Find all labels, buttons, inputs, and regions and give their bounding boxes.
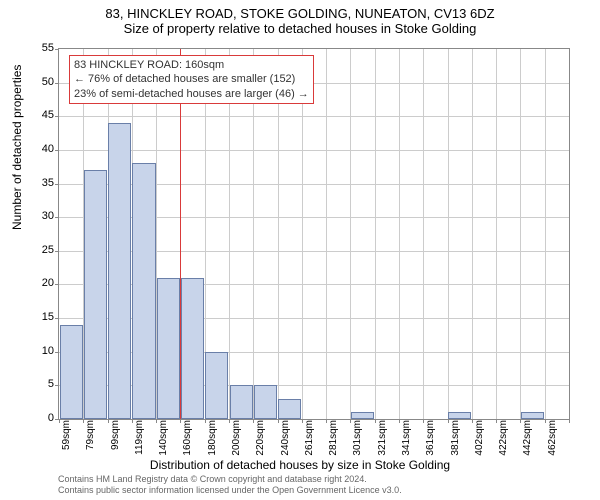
x-tick-label: 442sqm — [522, 420, 533, 470]
annotation-line: 83 HINCKLEY ROAD: 160sqm — [74, 58, 309, 72]
x-tick-label: 261sqm — [304, 420, 315, 470]
gridline-v — [375, 49, 376, 419]
x-tick-label: 281sqm — [328, 420, 339, 470]
x-tick-label: 180sqm — [207, 420, 218, 470]
gridline-v — [229, 49, 230, 419]
histogram-bar — [181, 278, 204, 419]
gridline-v — [326, 49, 327, 419]
chart-plot-area: 83 HINCKLEY ROAD: 160sqm← 76% of detache… — [58, 48, 570, 420]
histogram-bar — [157, 278, 180, 419]
x-tick-label: 422sqm — [498, 420, 509, 470]
x-tick-label: 200sqm — [231, 420, 242, 470]
x-tick-label: 341sqm — [401, 420, 412, 470]
histogram-bar — [108, 123, 131, 419]
y-tick-label: 40 — [14, 143, 54, 155]
y-tick-label: 55 — [14, 42, 54, 54]
y-tick-label: 25 — [14, 244, 54, 256]
y-tick-label: 30 — [14, 210, 54, 222]
histogram-bar — [132, 163, 155, 419]
gridline-v — [496, 49, 497, 419]
marker-line — [180, 49, 181, 419]
gridline-v — [302, 49, 303, 419]
y-tick-label: 35 — [14, 177, 54, 189]
histogram-bar — [278, 399, 301, 419]
gridline-v — [472, 49, 473, 419]
histogram-bar — [205, 352, 228, 419]
x-tick-label: 79sqm — [85, 420, 96, 470]
y-tick-label: 15 — [14, 311, 54, 323]
gridline-v — [350, 49, 351, 419]
x-tick-label: 140sqm — [158, 420, 169, 470]
y-tick-label: 50 — [14, 76, 54, 88]
x-tick-label: 321sqm — [377, 420, 388, 470]
annotation-box: 83 HINCKLEY ROAD: 160sqm← 76% of detache… — [69, 55, 314, 104]
x-tick-label: 240sqm — [280, 420, 291, 470]
x-tick-label: 402sqm — [474, 420, 485, 470]
x-tick-label: 119sqm — [134, 420, 145, 470]
histogram-bar — [448, 412, 471, 419]
histogram-bar — [60, 325, 83, 419]
histogram-bar — [351, 412, 374, 419]
gridline-v — [545, 49, 546, 419]
x-tick-label: 220sqm — [255, 420, 266, 470]
footer-line1: Contains HM Land Registry data © Crown c… — [58, 474, 600, 485]
y-tick-label: 20 — [14, 277, 54, 289]
gridline-h — [59, 116, 569, 117]
y-tick-label: 10 — [14, 345, 54, 357]
histogram-bar — [230, 385, 253, 419]
gridline-v — [448, 49, 449, 419]
x-tick-label: 361sqm — [425, 420, 436, 470]
annotation-line: ← 76% of detached houses are smaller (15… — [74, 72, 309, 86]
histogram-bar — [84, 170, 107, 419]
gridline-v — [278, 49, 279, 419]
y-tick-label: 45 — [14, 109, 54, 121]
gridline-v — [253, 49, 254, 419]
x-tick-label: 301sqm — [352, 420, 363, 470]
y-tick-label: 5 — [14, 378, 54, 390]
gridline-v — [423, 49, 424, 419]
chart-container: 83, HINCKLEY ROAD, STOKE GOLDING, NUNEAT… — [0, 0, 600, 500]
x-tick-label: 59sqm — [61, 420, 72, 470]
title-sub: Size of property relative to detached ho… — [0, 21, 600, 40]
gridline-v — [399, 49, 400, 419]
x-tick-label: 99sqm — [110, 420, 121, 470]
annotation-line: 23% of semi-detached houses are larger (… — [74, 87, 309, 101]
histogram-bar — [521, 412, 544, 419]
footer-attribution: Contains HM Land Registry data © Crown c… — [0, 474, 600, 496]
gridline-h — [59, 150, 569, 151]
y-tick-label: 0 — [14, 412, 54, 424]
x-tick-label: 160sqm — [182, 420, 193, 470]
x-tick-label: 462sqm — [547, 420, 558, 470]
title-main: 83, HINCKLEY ROAD, STOKE GOLDING, NUNEAT… — [0, 0, 600, 21]
footer-line2: Contains public sector information licen… — [58, 485, 600, 496]
gridline-v — [520, 49, 521, 419]
histogram-bar — [254, 385, 277, 419]
x-tick-label: 381sqm — [450, 420, 461, 470]
